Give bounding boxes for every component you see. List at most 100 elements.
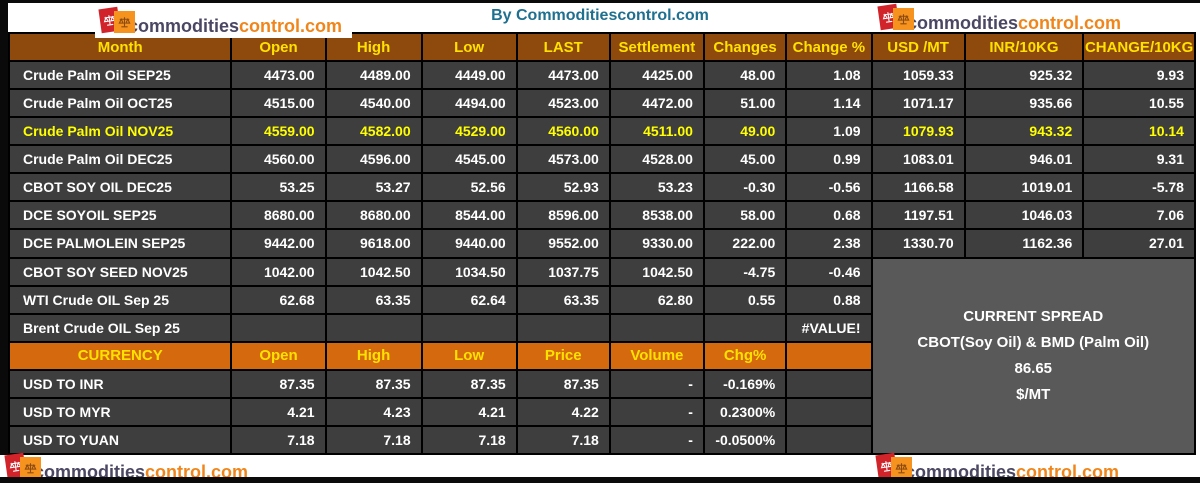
cell-high: 4540.00 bbox=[326, 90, 421, 117]
cell-change-pct: 2.38 bbox=[787, 230, 871, 257]
cell-month: WTI Crude OIL Sep 25 bbox=[10, 286, 231, 313]
bottom-border bbox=[0, 477, 1200, 483]
balance-scales-icon bbox=[98, 6, 135, 35]
cell-open: 4559.00 bbox=[232, 118, 325, 145]
cell-settlement: 9330.00 bbox=[610, 230, 703, 257]
cell-settlement: 4472.00 bbox=[610, 90, 703, 117]
cell-high: 4582.00 bbox=[326, 118, 421, 145]
currency-cell-high: 7.18 bbox=[326, 426, 421, 453]
cell-inr-10kg: 943.32 bbox=[965, 118, 1083, 145]
cell-high: 8680.00 bbox=[326, 202, 421, 229]
cell-change-pct: #VALUE! bbox=[787, 314, 871, 341]
currency-cell-price: 87.35 bbox=[517, 370, 609, 397]
cell-open: 1042.00 bbox=[232, 258, 325, 285]
cell-change-pct: 1.08 bbox=[787, 62, 871, 89]
cell-last: 9552.00 bbox=[517, 230, 609, 257]
cell-changes: 49.00 bbox=[704, 118, 786, 145]
logo-text-orange: control.com bbox=[145, 462, 249, 482]
header-change-pct: Change % bbox=[787, 34, 871, 61]
cell-change-10kg: 27.01 bbox=[1084, 230, 1194, 257]
header-change-10kg: CHANGE/10KG bbox=[1084, 34, 1194, 61]
currency-cell-chg-pct: -0.0500% bbox=[704, 426, 786, 453]
cell-open: 4515.00 bbox=[232, 90, 325, 117]
header-changes: Changes bbox=[704, 34, 786, 61]
cell-high: 4596.00 bbox=[326, 146, 421, 173]
currency-cell-high: 4.23 bbox=[326, 398, 421, 425]
logo-bottom-left[interactable]: commoditiescontrol.com bbox=[4, 452, 249, 482]
cell-open: 9442.00 bbox=[232, 230, 325, 257]
spread-title: CURRENT SPREAD bbox=[963, 308, 1104, 326]
cell-low: 1034.50 bbox=[422, 258, 516, 285]
logo-top-left[interactable]: commoditiescontrol.com bbox=[95, 4, 353, 38]
currency-header-price: Price bbox=[517, 342, 609, 369]
cell-usd-mt: 1166.58 bbox=[872, 174, 964, 201]
balance-scales-icon bbox=[875, 452, 912, 481]
cell-month: Crude Palm Oil SEP25 bbox=[10, 62, 231, 89]
logo-text-dark: commodities bbox=[34, 462, 146, 482]
cell-changes: 51.00 bbox=[704, 90, 786, 117]
cell-changes: 45.00 bbox=[704, 146, 786, 173]
logo-top-right[interactable]: commoditiescontrol.com bbox=[877, 3, 1122, 33]
cell-change-10kg: 10.55 bbox=[1084, 90, 1194, 117]
currency-cell-chg-pct: 0.2300% bbox=[704, 398, 786, 425]
spread-pair: CBOT(Soy Oil) & BMD (Palm Oil) bbox=[917, 334, 1150, 352]
currency-cell-open: 4.21 bbox=[232, 398, 325, 425]
cell-open: 8680.00 bbox=[232, 202, 325, 229]
header-open: Open bbox=[232, 34, 325, 61]
cell-last: 8596.00 bbox=[517, 202, 609, 229]
top-border bbox=[0, 0, 1200, 3]
cell-changes: 48.00 bbox=[704, 62, 786, 89]
logo-bottom-right[interactable]: commoditiescontrol.com bbox=[875, 452, 1120, 482]
cell-settlement: 4528.00 bbox=[610, 146, 703, 173]
currency-cell-open: 7.18 bbox=[232, 426, 325, 453]
currency-cell-currency: USD TO YUAN bbox=[10, 426, 231, 453]
cell-changes bbox=[704, 314, 786, 341]
cell-settlement: 53.23 bbox=[610, 174, 703, 201]
cell-last: 4473.00 bbox=[517, 62, 609, 89]
cell-settlement: 1042.50 bbox=[610, 258, 703, 285]
futures-table: CURRENT SPREAD CBOT(Soy Oil) & BMD (Palm… bbox=[8, 32, 1196, 455]
cell-changes: 222.00 bbox=[704, 230, 786, 257]
currency-cell-open: 87.35 bbox=[232, 370, 325, 397]
currency-cell-low: 4.21 bbox=[422, 398, 516, 425]
cell-month: CBOT SOY SEED NOV25 bbox=[10, 258, 231, 285]
cell-changes: 0.55 bbox=[704, 286, 786, 313]
cell-change-pct: 1.14 bbox=[787, 90, 871, 117]
logo-text-orange: control.com bbox=[1018, 13, 1122, 33]
cell-last: 63.35 bbox=[517, 286, 609, 313]
currency-header-high: High bbox=[326, 342, 421, 369]
cell-high: 4489.00 bbox=[326, 62, 421, 89]
currency-cell-volume: - bbox=[610, 426, 703, 453]
cell-last: 52.93 bbox=[517, 174, 609, 201]
currency-header-low: Low bbox=[422, 342, 516, 369]
logo-text-dark: commodities bbox=[907, 13, 1019, 33]
cell-low: 4494.00 bbox=[422, 90, 516, 117]
currency-header-open: Open bbox=[232, 342, 325, 369]
cell-low: 62.64 bbox=[422, 286, 516, 313]
currency-cell-spacer bbox=[787, 426, 871, 453]
cell-usd-mt: 1083.01 bbox=[872, 146, 964, 173]
cell-change-10kg: -5.78 bbox=[1084, 174, 1194, 201]
cell-last: 4573.00 bbox=[517, 146, 609, 173]
header-month: Month bbox=[10, 34, 231, 61]
cell-changes: -0.30 bbox=[704, 174, 786, 201]
cell-month: CBOT SOY OIL DEC25 bbox=[10, 174, 231, 201]
cell-low: 9440.00 bbox=[422, 230, 516, 257]
cell-open: 53.25 bbox=[232, 174, 325, 201]
currency-cell-spacer bbox=[787, 398, 871, 425]
currency-header-chg-pct: Chg% bbox=[704, 342, 786, 369]
cell-settlement: 4511.00 bbox=[610, 118, 703, 145]
header-low: Low bbox=[422, 34, 516, 61]
current-spread-panel: CURRENT SPREAD CBOT(Soy Oil) & BMD (Palm… bbox=[872, 258, 1194, 453]
cell-low bbox=[422, 314, 516, 341]
cell-high: 1042.50 bbox=[326, 258, 421, 285]
currency-cell-low: 7.18 bbox=[422, 426, 516, 453]
currency-cell-volume: - bbox=[610, 370, 703, 397]
cell-month: DCE PALMOLEIN SEP25 bbox=[10, 230, 231, 257]
cell-low: 8544.00 bbox=[422, 202, 516, 229]
currency-header-spacer bbox=[787, 342, 871, 369]
logo-text-orange: control.com bbox=[1016, 462, 1120, 482]
cell-change-pct: 1.09 bbox=[787, 118, 871, 145]
cell-last: 1037.75 bbox=[517, 258, 609, 285]
logo-text-orange: control.com bbox=[239, 16, 343, 36]
